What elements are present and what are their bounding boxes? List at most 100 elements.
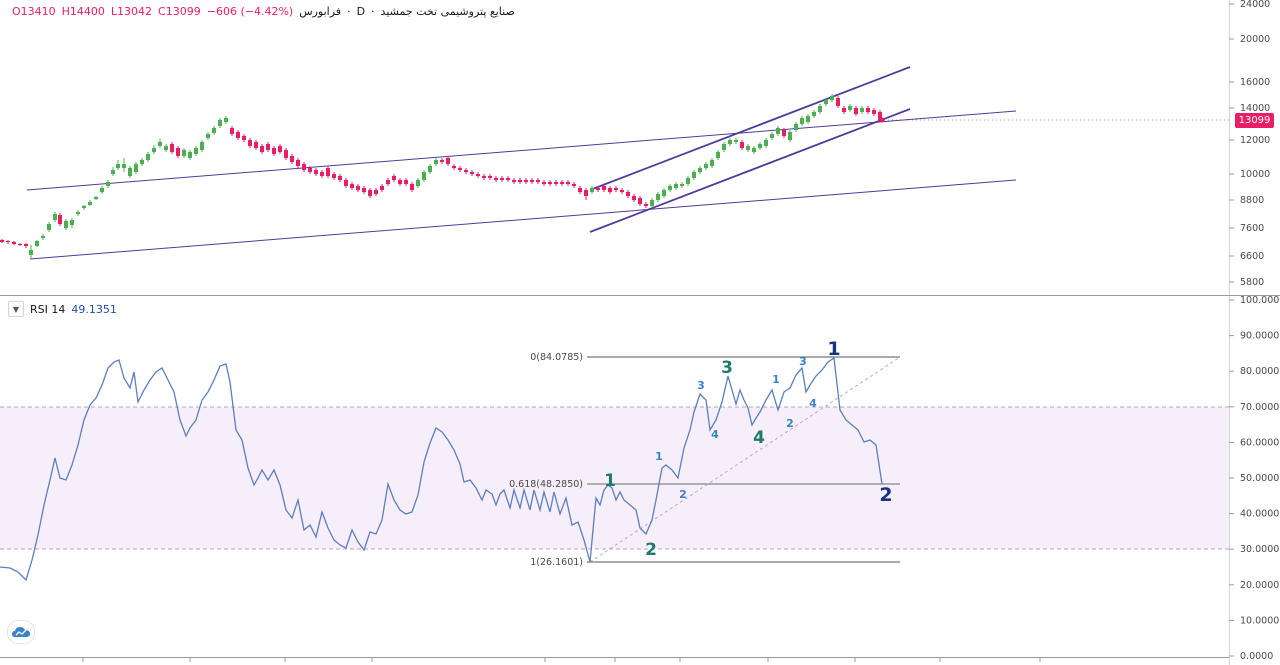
candle-body <box>362 188 366 192</box>
candle-body <box>596 188 600 190</box>
fib-label-1: 1(26.1601) <box>530 557 583 568</box>
candle-body <box>734 140 738 142</box>
rsi-axis-label: 40.0000 <box>1240 509 1279 520</box>
candle-body <box>458 168 462 170</box>
candle-body <box>674 184 678 188</box>
rsi-fib-levels[interactable]: 0(84.0785) 0.618(48.2850) 1(26.1601) <box>509 352 901 568</box>
rsi-line <box>0 356 883 582</box>
price-axis-label: 8800 <box>1240 195 1264 206</box>
wave-small-8: 4 <box>809 397 817 410</box>
price-axis-label: 7600 <box>1240 223 1264 234</box>
candle-body <box>218 120 222 126</box>
candle-body <box>106 182 110 186</box>
candle-body <box>100 188 104 192</box>
candle-body <box>416 180 420 186</box>
candle-body <box>854 108 858 114</box>
candle-body <box>302 164 306 170</box>
candle-body <box>572 184 576 186</box>
candle-body <box>698 168 702 172</box>
candle-body <box>47 224 51 230</box>
candle-body <box>212 128 216 133</box>
separator-dot: · <box>347 4 351 18</box>
candle-body <box>41 236 45 238</box>
candle-body <box>800 118 804 124</box>
candle-body <box>296 160 300 166</box>
candle-body <box>284 150 288 158</box>
rsi-axis[interactable]: 100.0000 90.0000 80.0000 70.0000 60.0000 50.0… <box>1229 295 1280 662</box>
candle-body <box>740 142 744 148</box>
candle-body <box>680 184 684 186</box>
candle-body <box>470 172 474 174</box>
candle-body <box>200 142 204 150</box>
candle-body <box>188 152 192 158</box>
candle-body <box>146 154 150 160</box>
wave-major-2: 2 <box>879 484 892 506</box>
candle-body <box>746 146 750 150</box>
candle-body <box>548 182 552 184</box>
candle-body <box>122 164 126 168</box>
candle-body <box>650 200 654 206</box>
candle-body <box>111 170 115 174</box>
candle-body <box>500 178 504 180</box>
wave-small-3: 3 <box>697 379 705 392</box>
candle-body <box>374 190 378 194</box>
chevron-down-icon[interactable]: ▼ <box>8 301 24 317</box>
candle-body <box>254 142 258 148</box>
candle-body <box>0 240 4 242</box>
candle-body <box>668 186 672 190</box>
candle-body <box>242 136 246 140</box>
candle-body <box>644 204 648 206</box>
candle-body <box>88 202 92 205</box>
candle-body <box>752 148 756 152</box>
wave-small-2: 2 <box>679 488 687 501</box>
candle-body <box>94 197 98 199</box>
wave-small-5: 1 <box>772 373 780 386</box>
candle-body <box>590 188 594 192</box>
candle-body <box>584 190 588 196</box>
candle-body <box>494 178 498 180</box>
candle-body <box>506 178 510 180</box>
candle-body <box>602 186 606 190</box>
candle-body <box>386 180 390 184</box>
candle-body <box>24 244 28 246</box>
candle-body <box>236 132 240 138</box>
rsi-legend[interactable]: ▼ RSI 14 49.1351 <box>8 301 117 317</box>
candle-body <box>824 100 828 104</box>
candle-body <box>35 241 39 246</box>
tradingview-cloud-icon[interactable] <box>7 620 35 644</box>
interval-label: D <box>356 4 366 18</box>
candle-body <box>716 152 720 158</box>
candle-body <box>272 148 276 154</box>
candle-body <box>194 148 198 154</box>
price-axis-label: 10000 <box>1240 169 1270 180</box>
candle-body <box>290 156 294 162</box>
candle-body <box>806 116 810 122</box>
price-channel-lines[interactable] <box>26 66 1017 260</box>
last-price-marker <box>879 117 885 123</box>
candle-body <box>512 180 516 182</box>
candle-body <box>332 174 336 178</box>
wave-large-3: 3 <box>721 358 733 378</box>
price-axis[interactable]: 24000 20000 16000 14000 12000 10000 8800 7600 66… <box>1229 0 1270 288</box>
candle-body <box>248 140 252 146</box>
candle-body <box>182 150 186 156</box>
candle-body <box>356 186 360 190</box>
candle-body <box>392 176 396 180</box>
wave-small-4: 4 <box>711 428 719 441</box>
candle-body <box>158 142 162 146</box>
symbol-legend[interactable]: O13410 H14400 L13042 C13099 −606 (−4.42%… <box>12 3 515 19</box>
candle-body <box>53 214 57 220</box>
price-axis-label: 24000 <box>1240 0 1270 10</box>
candle-body <box>764 140 768 146</box>
rsi-name: RSI 14 <box>30 302 66 316</box>
wave-large-2: 2 <box>645 540 657 560</box>
rsi-axis-label: 50.0000 <box>1240 473 1279 484</box>
fib-label-618: 0.618(48.2850) <box>509 479 583 490</box>
wave-small-7: 3 <box>799 355 807 368</box>
candle-body <box>440 160 444 162</box>
elliott-wave-labels[interactable]: 1 2 3 4 1 2 1 2 3 4 1 2 3 4 <box>604 338 893 560</box>
price-axis-label: 16000 <box>1240 77 1270 88</box>
candle-body <box>866 108 870 112</box>
candle-body <box>464 170 468 172</box>
